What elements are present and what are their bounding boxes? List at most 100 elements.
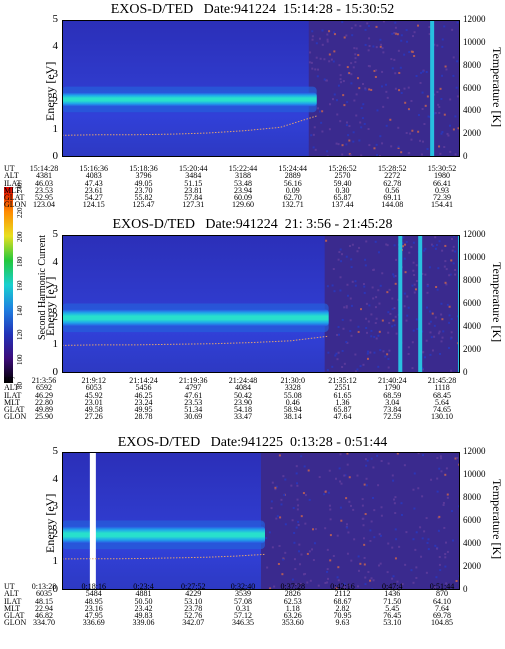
y-tick-label: 2 [52,310,59,323]
noise-dot [453,235,456,238]
noise-dot [359,308,362,311]
table-cell: 23.53 [184,397,203,407]
noise-dot [394,274,397,277]
noise-dot [346,526,349,529]
noise-dot [403,257,406,260]
table-row: ALT 6592 6053 5456 4797 4084 3328 2551 1790 1118 [4,383,504,393]
noise-dot [438,106,441,109]
noise-dot [407,108,410,111]
table-cell: 154.41 [431,200,453,210]
row-label: GLON [4,618,27,628]
y2-tick-label: 2000 [463,344,481,354]
noise-dot [350,266,353,269]
noise-dot [394,496,397,499]
noise-dot [364,583,367,586]
noise-dot [444,541,447,544]
table-cell: 21:3:56 [31,376,57,385]
noise-dot [403,305,406,308]
temperature-curve [62,553,266,560]
noise-dot [366,352,369,355]
noise-dot [340,260,343,263]
table-cell: 1.36 [335,397,350,407]
table-cell: 57.08 [234,596,252,606]
noise-dot [378,564,381,567]
y-tick-label: 0 [52,366,59,378]
y-tick-label: 2 [52,527,59,540]
noise-dot [372,466,375,469]
table-cell: 144.08 [381,200,404,210]
noise-dot [398,89,401,92]
noise-dot [323,493,326,496]
noise-dot [390,58,393,61]
table-cell: 4084 [235,383,251,393]
noise-dot [449,337,452,340]
noise-dot [350,62,353,65]
table-row: MLT 22.94 23.16 23.42 23.78 0.31 1.18 2.82 5.45 7… [4,604,504,612]
noise-dot [404,243,407,246]
noise-dot [440,97,443,100]
noise-dot [368,45,371,48]
noise-dot [350,82,353,85]
noise-dot [400,502,403,505]
noise-dot [353,99,356,102]
y2-tick-label: 0 [463,151,468,161]
noise-dot [443,113,446,116]
table-cell: 3328 [284,383,301,393]
noise-dot [336,113,339,116]
table-cell: 23.01 [84,397,103,407]
table-cell: 6592 [36,383,52,393]
table-cell: 48.15 [35,596,53,606]
noise-dot [391,474,394,477]
y-tick-label: 3 [52,67,59,80]
noise-dot [341,153,344,156]
noise-dot [296,484,299,487]
noise-dot [440,340,443,343]
noise-dot [326,570,329,573]
noise-dot [410,138,413,141]
noise-dot [412,581,415,584]
noise-dot [411,284,414,287]
noise-dot [436,44,439,47]
table-cell: 71.50 [383,596,402,606]
table-cell: 73.84 [383,405,402,415]
noise-dot [352,140,355,143]
y2-tick-label: 8000 [463,492,481,502]
noise-dot [421,367,424,370]
noise-dot [359,25,362,28]
row-label: MLT [4,185,21,195]
noise-dot [271,481,274,484]
noise-dot [309,579,312,582]
noise-dot [387,358,390,361]
noise-region [261,452,460,590]
noise-dot [366,459,369,462]
table-cell: 68.59 [383,390,402,400]
noise-dot [445,582,448,585]
noise-dot [389,312,392,315]
noise-dot [438,556,441,559]
noise-dot [446,550,449,553]
noise-dot [396,33,399,36]
orbit-table: UT 15:14:28 15:16:36 15:18:36 15:20:44 15:22:… [4,164,504,210]
noise-dot [400,91,403,94]
noise-dot [385,124,388,127]
noise-dot [296,498,299,501]
noise-dot [429,353,432,356]
table-cell: 6035 [36,589,52,599]
table-cell: 68.67 [333,596,352,606]
noise-dot [355,93,358,96]
y2-tick-label: 12000 [463,14,486,24]
table-cell: 62.70 [283,193,302,203]
noise-dot [437,529,440,532]
noise-dot [379,284,382,287]
y2-tick-label: 2000 [463,128,481,139]
table-cell: 123.04 [33,200,55,210]
noise-dot [443,146,446,149]
noise-dot [333,290,336,293]
noise-dot [343,582,346,585]
table-cell: 65.87 [333,405,352,415]
noise-dot [433,335,436,338]
noise-dot [361,504,364,507]
noise-dot [346,101,349,104]
noise-dot [405,240,408,243]
row-label: UT [4,582,15,591]
